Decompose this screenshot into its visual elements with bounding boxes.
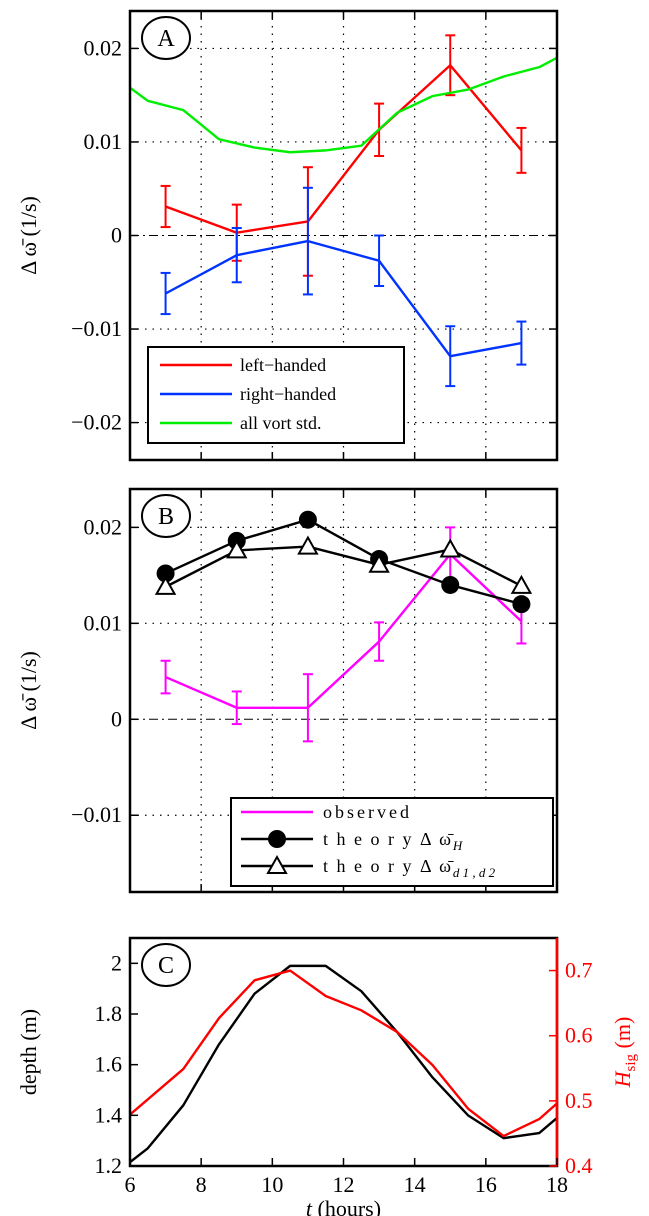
series-group xyxy=(130,964,557,1164)
legend-label-text: observed xyxy=(323,802,412,822)
x-tick-label: 10 xyxy=(261,1172,283,1197)
series-line xyxy=(130,969,557,1138)
series-line xyxy=(165,553,523,709)
legend-label-text: t h e o r y Δ ω̄ xyxy=(323,856,454,876)
y-axis-label: Δ ω̄ (1/s) xyxy=(16,651,41,730)
y-tick-label: 0.01 xyxy=(84,610,123,635)
data-point xyxy=(298,510,317,529)
y-tick-label: 1.2 xyxy=(95,1153,123,1178)
data-point xyxy=(226,539,248,559)
y-tick-label: −0.02 xyxy=(71,410,122,435)
data-point xyxy=(156,564,175,583)
x-axis-label-unit: (hours) xyxy=(312,1196,381,1216)
legend-label: t h e o r y Δ ω̄H xyxy=(323,829,463,853)
y2-axis-label-var: H xyxy=(610,1070,635,1088)
series-line xyxy=(165,239,522,358)
x-tick-label: 12 xyxy=(333,1172,355,1197)
legend-label-text: t h e o r y Δ ω̄ xyxy=(323,829,454,849)
panel-label: B xyxy=(158,504,174,530)
y2-axis-label-sub: sig xyxy=(623,1053,639,1071)
legend-label: t h e o r y Δ ω̄d 1 , d 2 xyxy=(323,856,496,880)
series-line xyxy=(130,964,557,1164)
y-tick-label: −0.01 xyxy=(71,802,122,827)
series-group xyxy=(160,518,527,743)
y2-tick-label: 0.7 xyxy=(565,958,593,983)
legend-label: left−handed xyxy=(240,355,326,375)
x-axis-label: t (hours) xyxy=(306,1196,381,1216)
series-line xyxy=(165,518,522,606)
y-tick-label: 0.02 xyxy=(84,35,123,60)
x-tick-label: 6 xyxy=(125,1172,136,1197)
legend-marker xyxy=(266,854,288,874)
series-group xyxy=(130,34,557,388)
y-axis-label: depth (m) xyxy=(16,1009,41,1095)
series-line xyxy=(130,56,557,154)
x-tick-label: 18 xyxy=(546,1172,568,1197)
legend-label-sub: H xyxy=(452,838,463,853)
panel-label-circle xyxy=(141,494,191,538)
x-tick-label: 8 xyxy=(196,1172,207,1197)
panel-a: −0.02 −0.01 0 0.01 0.02 Δ ω̄ (1/s) Aleft−hande… xyxy=(16,9,559,462)
data-point xyxy=(368,553,390,573)
y-tick-label: 0.01 xyxy=(84,129,123,154)
panel-label: A xyxy=(157,26,175,52)
data-point xyxy=(297,535,319,555)
legend-label: right−handed xyxy=(240,384,336,404)
y-tick-label: 0 xyxy=(111,223,122,248)
legend-marker xyxy=(268,830,286,848)
y-tick-label: 0.02 xyxy=(84,514,123,539)
x-axis-label-var: t xyxy=(306,1196,313,1216)
panel-label-circle xyxy=(141,16,191,60)
panel-label-circle xyxy=(141,943,191,987)
panel-label: C xyxy=(158,953,174,979)
legend-label: all vort std. xyxy=(240,413,322,433)
series-line xyxy=(165,545,522,588)
y2-tick-label: 0.5 xyxy=(565,1088,593,1113)
data-point xyxy=(439,538,461,558)
data-point xyxy=(512,595,531,614)
legend-label-sub: d 1 , d 2 xyxy=(453,865,496,880)
y-tick-label: 1.8 xyxy=(95,1001,123,1026)
data-point xyxy=(441,575,460,594)
y2-tick-label: 0.6 xyxy=(565,1023,593,1048)
data-point xyxy=(510,574,533,594)
y-axis-label: Δ ω̄ (1/s) xyxy=(16,196,41,275)
legend-label: observed xyxy=(323,802,412,822)
y2-tick-label: 0.4 xyxy=(565,1153,593,1178)
y-tick-label: 2 xyxy=(111,950,122,975)
panel-c: 6 8 10 12 14 16 18 1.2 1.4 1.6 1.8 2 0.4 0.5 0.6 0.7 dep… xyxy=(16,936,639,1216)
y-tick-label: 0 xyxy=(111,706,122,731)
data-point xyxy=(154,575,177,595)
x-tick-label: 14 xyxy=(404,1172,426,1197)
y-tick-label: 1.4 xyxy=(95,1102,123,1127)
y-tick-label: 1.6 xyxy=(95,1052,123,1077)
y-tick-label: −0.01 xyxy=(71,316,122,341)
y2-axis-label: Hsig (m) xyxy=(610,1017,639,1089)
series-line xyxy=(165,64,523,234)
y2-axis-label-unit: (m) xyxy=(610,1017,635,1054)
x-tick-label: 16 xyxy=(475,1172,497,1197)
